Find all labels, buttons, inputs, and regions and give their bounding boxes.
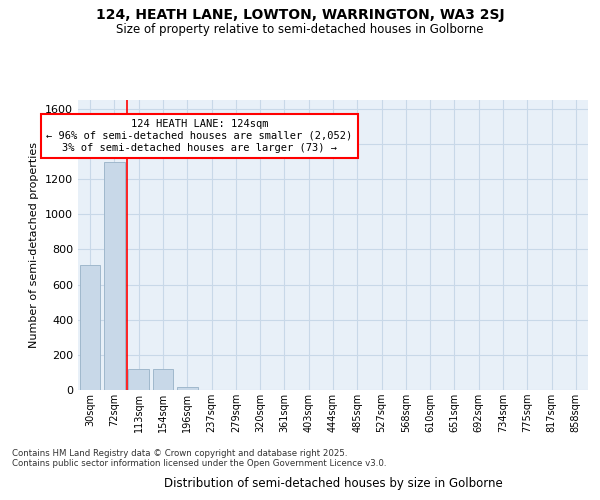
Text: 124, HEATH LANE, LOWTON, WARRINGTON, WA3 2SJ: 124, HEATH LANE, LOWTON, WARRINGTON, WA3… (95, 8, 505, 22)
Y-axis label: Number of semi-detached properties: Number of semi-detached properties (29, 142, 40, 348)
Bar (152, 369, 173, 390)
Text: 124 HEATH LANE: 124sqm
← 96% of semi-detached houses are smaller (2,052)
3% of s: 124 HEATH LANE: 124sqm ← 96% of semi-det… (46, 120, 353, 152)
Text: Contains HM Land Registry data © Crown copyright and database right 2025.: Contains HM Land Registry data © Crown c… (12, 448, 347, 458)
Bar (128, 369, 149, 390)
Bar (80, 265, 100, 390)
Text: Size of property relative to semi-detached houses in Golborne: Size of property relative to semi-detach… (116, 22, 484, 36)
Text: Distribution of semi-detached houses by size in Golborne: Distribution of semi-detached houses by … (164, 477, 502, 490)
Text: Contains public sector information licensed under the Open Government Licence v3: Contains public sector information licen… (12, 458, 386, 468)
Bar (104, 162, 125, 390)
Bar (177, 388, 197, 390)
